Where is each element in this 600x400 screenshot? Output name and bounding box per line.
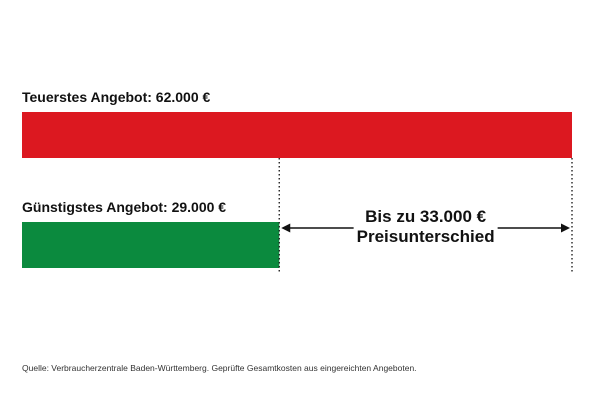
arrow-left-icon: [281, 223, 291, 233]
bar-label-expensive: Teuerstes Angebot: 62.000 €: [22, 89, 211, 105]
bar-cheapest: [22, 222, 280, 268]
difference-label-amount: Bis zu 33.000 €: [365, 207, 487, 226]
bar-label-cheapest: Günstigstes Angebot: 29.000 €: [22, 199, 226, 215]
source-note: Quelle: Verbraucherzentrale Baden-Württe…: [22, 363, 417, 373]
arrow-right-icon: [561, 223, 570, 233]
bar-expensive: [22, 112, 572, 158]
difference-label-text: Preisunterschied: [357, 227, 495, 246]
